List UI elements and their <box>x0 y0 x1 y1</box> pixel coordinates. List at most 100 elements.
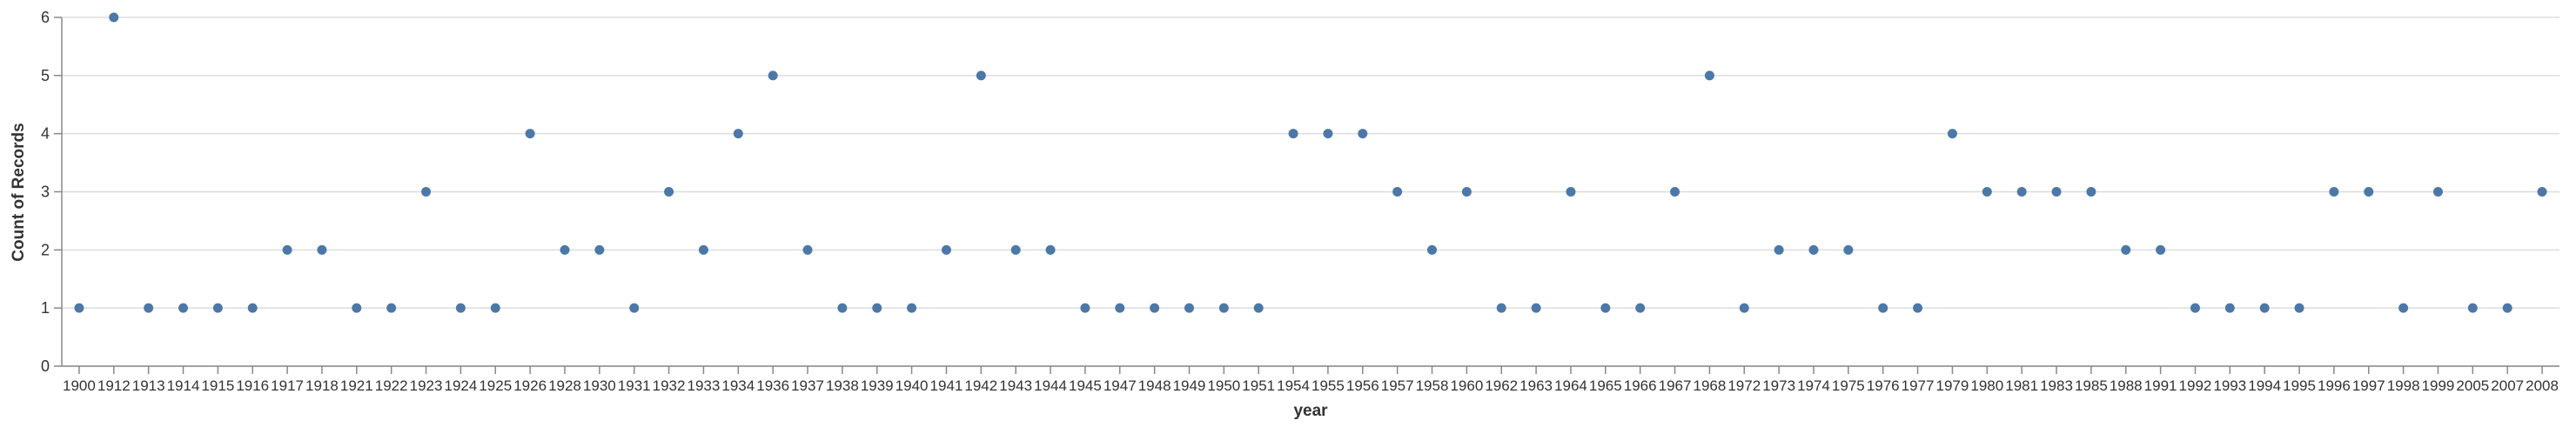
data-point <box>560 244 570 255</box>
x-tick-label: 1980 <box>1970 377 2003 394</box>
x-tick-label: 1979 <box>1936 377 1969 394</box>
x-tick-label: 1977 <box>1902 377 1935 394</box>
data-point <box>212 303 223 313</box>
y-tick-label: 0 <box>41 357 50 375</box>
data-point <box>733 129 743 139</box>
data-point <box>455 303 466 313</box>
x-tick-label: 1974 <box>1797 377 1830 394</box>
data-point <box>2432 187 2443 197</box>
data-point <box>2086 187 2096 197</box>
x-tick-label: 1950 <box>1207 377 1240 394</box>
data-point <box>1947 129 1957 139</box>
x-tick-label: 1983 <box>2040 377 2073 394</box>
x-tick-label: 1936 <box>756 377 789 394</box>
data-point <box>1878 303 1888 313</box>
y-axis-title: Count of Records <box>10 123 28 261</box>
x-tick-label: 1963 <box>1519 377 1553 394</box>
x-tick-label: 1985 <box>2075 377 2108 394</box>
x-tick-label: 1972 <box>1727 377 1761 394</box>
data-point <box>1531 303 1541 313</box>
data-point <box>2364 187 2374 197</box>
data-point <box>1392 187 1403 197</box>
data-point <box>2398 303 2409 313</box>
data-point <box>2537 187 2547 197</box>
x-tick-label: 1966 <box>1624 377 1657 394</box>
x-tick-label: 1991 <box>2144 377 2177 394</box>
y-tick-label: 4 <box>41 125 50 143</box>
x-tick-label: 1956 <box>1346 377 1379 394</box>
data-point <box>664 187 674 197</box>
data-point <box>1184 303 1194 313</box>
data-point <box>594 244 605 255</box>
data-point <box>1080 303 1090 313</box>
data-point <box>1496 303 1506 313</box>
data-point <box>247 303 258 313</box>
x-tick-label: 1968 <box>1693 377 1726 394</box>
data-point <box>1843 244 1854 255</box>
x-tick-label: 1923 <box>410 377 443 394</box>
data-point <box>1115 303 1125 313</box>
data-point <box>1913 303 1923 313</box>
data-point <box>1704 70 1714 81</box>
x-tick-label: 1957 <box>1381 377 1414 394</box>
x-tick-label: 1926 <box>513 377 547 394</box>
x-tick-label: 1947 <box>1104 377 1137 394</box>
x-tick-label: 1949 <box>1173 377 1206 394</box>
data-point <box>629 303 640 313</box>
data-point <box>2051 187 2062 197</box>
x-tick-label: 1992 <box>2179 377 2212 394</box>
y-tick-label: 6 <box>41 9 50 26</box>
data-point <box>2294 303 2304 313</box>
x-tick-label: 1954 <box>1277 377 1310 394</box>
data-point <box>144 303 154 313</box>
x-tick-label: 1941 <box>930 377 963 394</box>
x-tick-label: 1934 <box>721 377 755 394</box>
data-point <box>2467 303 2478 313</box>
x-tick-label: 1938 <box>826 377 859 394</box>
data-point <box>490 303 500 313</box>
data-point <box>1427 244 1438 255</box>
x-tick-label: 1928 <box>548 377 581 394</box>
data-point <box>421 187 432 197</box>
data-point <box>352 303 362 313</box>
data-point <box>2016 187 2027 197</box>
x-tick-label: 1933 <box>688 377 721 394</box>
data-point <box>976 70 986 81</box>
data-point <box>1323 129 1333 139</box>
x-tick-label: 1913 <box>132 377 165 394</box>
data-point <box>2156 244 2166 255</box>
x-tick-label: 1951 <box>1242 377 1275 394</box>
y-tick-label: 1 <box>41 299 50 317</box>
x-tick-label: 1998 <box>2387 377 2420 394</box>
data-point <box>837 303 848 313</box>
data-point <box>1461 187 1472 197</box>
x-tick-label: 1932 <box>653 377 686 394</box>
x-tick-label: 1944 <box>1034 377 1067 394</box>
x-tick-label: 1930 <box>583 377 616 394</box>
x-tick-label: 1993 <box>2213 377 2246 394</box>
x-tick-label: 1995 <box>2283 377 2316 394</box>
x-tick-label: 1964 <box>1554 377 1587 394</box>
x-tick-label: 1943 <box>999 377 1032 394</box>
data-point <box>1010 244 1021 255</box>
data-point <box>1774 244 1784 255</box>
x-tick-label: 1988 <box>2110 377 2143 394</box>
x-tick-label: 1997 <box>2352 377 2385 394</box>
x-tick-label: 1939 <box>861 377 894 394</box>
x-tick-label: 2005 <box>2456 377 2489 394</box>
x-tick-label: 1945 <box>1069 377 1102 394</box>
x-tick-label: 1965 <box>1589 377 1622 394</box>
data-point <box>698 244 708 255</box>
x-tick-label: 1900 <box>63 377 96 394</box>
y-tick-label: 3 <box>41 184 50 201</box>
data-point <box>1808 244 1819 255</box>
x-tick-label: 2008 <box>2526 377 2559 394</box>
x-tick-label: 1996 <box>2318 377 2351 394</box>
x-tick-label: 1940 <box>896 377 929 394</box>
data-point <box>1635 303 1646 313</box>
data-point <box>2224 303 2235 313</box>
data-point <box>525 129 535 139</box>
